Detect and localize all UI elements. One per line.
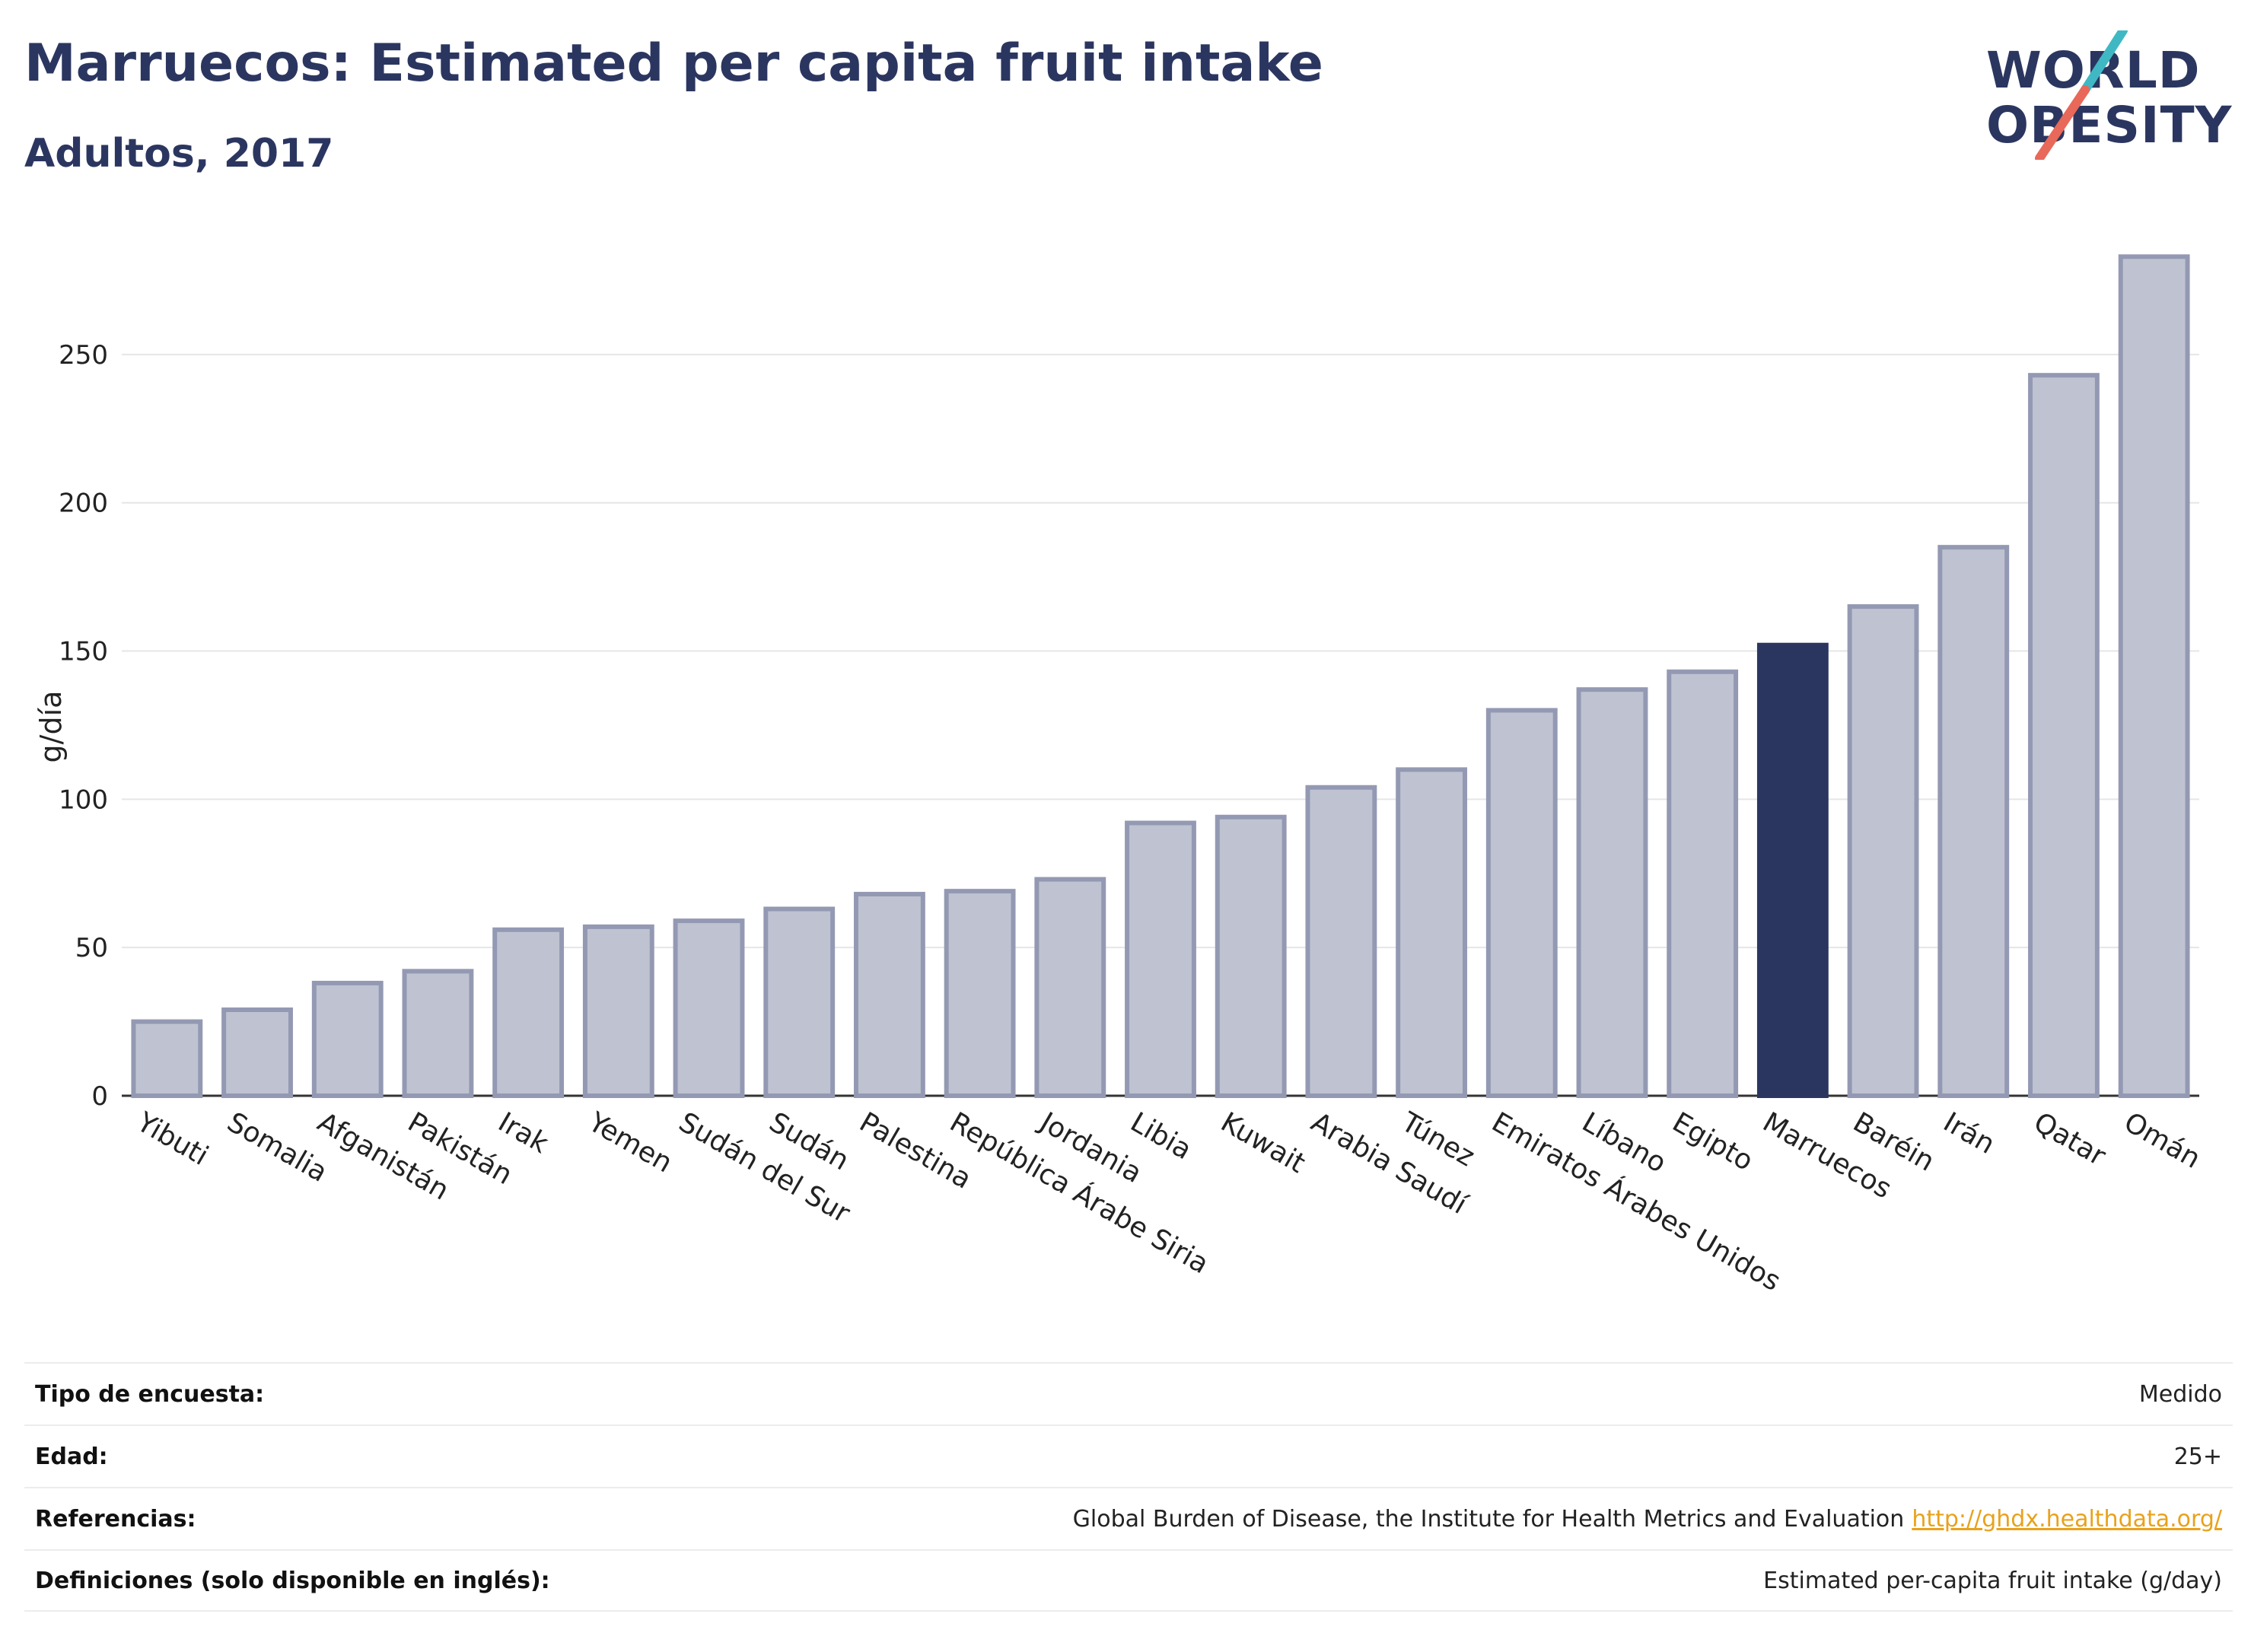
x-tick-label: Irán [1938, 1106, 2000, 1160]
y-tick-label: 50 [75, 933, 108, 963]
bar-sudán-del-sur[interactable] [673, 918, 745, 1098]
y-tick-label: 150 [59, 637, 108, 667]
meta-value: Medido [2138, 1380, 2222, 1408]
bar-irak[interactable] [492, 927, 565, 1098]
reference-link[interactable]: http://ghdx.healthdata.org/ [1912, 1505, 2222, 1533]
bar-jordania[interactable] [1034, 877, 1106, 1098]
bar-yemen[interactable] [582, 924, 654, 1098]
meta-label: Tipo de encuesta: [35, 1380, 265, 1408]
world-obesity-logo[interactable]: WORLD OBESITY [1986, 30, 2237, 160]
meta-row-references: Referencias: Global Burden of Disease, t… [24, 1487, 2233, 1549]
logo-line-2: OBESITY [1986, 96, 2233, 154]
bar-irán[interactable] [1937, 545, 2010, 1098]
bar-baréin[interactable] [1847, 604, 1919, 1098]
y-axis-ticks: 0 50 100 150 200 250 [59, 340, 108, 1112]
bar-arabia-saudí[interactable] [1305, 785, 1377, 1098]
x-tick-label: Irak [493, 1106, 554, 1160]
bar-omán[interactable] [2118, 254, 2190, 1098]
x-tick-label: Qatar [2028, 1106, 2110, 1172]
bar-yibuti[interactable] [131, 1019, 203, 1098]
meta-value-references: Global Burden of Disease, the Institute … [1073, 1506, 2222, 1533]
x-tick-label: Somalia [222, 1106, 333, 1189]
bars [131, 254, 2190, 1099]
y-tick-label: 100 [59, 785, 108, 815]
meta-label: Edad: [35, 1443, 108, 1470]
x-tick-label: Arabia Saudí [1306, 1106, 1473, 1221]
meta-value: Estimated per-capita fruit intake (g/day… [1763, 1567, 2222, 1594]
x-tick-label: Egipto [1667, 1106, 1759, 1177]
bar-kuwait[interactable] [1215, 814, 1287, 1098]
reference-text: Global Burden of Disease, the Institute … [1072, 1505, 1905, 1533]
y-tick-label: 200 [59, 489, 108, 519]
x-tick-label: Kuwait [1215, 1106, 1310, 1179]
bar-libia[interactable] [1125, 820, 1196, 1098]
x-tick-label: Yibuti [131, 1106, 213, 1172]
bar-afganistán[interactable] [311, 980, 384, 1098]
chart-subtitle: Adultos, 2017 [24, 131, 334, 177]
chart-title: Marruecos: Estimated per capita fruit in… [24, 33, 1323, 94]
bar-emiratos-árabes-unidos[interactable] [1485, 708, 1558, 1099]
bar-sudán[interactable] [763, 906, 836, 1098]
x-tick-label: Yemen [582, 1106, 677, 1179]
meta-row-age: Edad: 25+ [24, 1424, 2233, 1487]
meta-label: Referencias: [35, 1505, 196, 1533]
bar-palestina[interactable] [853, 892, 925, 1098]
y-tick-label: 0 [91, 1081, 108, 1112]
metadata-table: Tipo de encuesta: Medido Edad: 25+ Refer… [24, 1362, 2233, 1612]
bar-pakistán[interactable] [402, 969, 474, 1099]
bar-líbano[interactable] [1576, 687, 1648, 1098]
bar-egipto[interactable] [1667, 669, 1739, 1098]
logo-slash-icon [2035, 30, 2128, 160]
bar-marruecos[interactable] [1756, 642, 1829, 1098]
bar-túnez[interactable] [1396, 767, 1468, 1099]
meta-row-definitions: Definiciones (solo disponible en inglés)… [24, 1549, 2233, 1612]
meta-label: Definiciones (solo disponible en inglés)… [35, 1567, 550, 1594]
bar-somalia[interactable] [221, 1007, 293, 1098]
y-tick-label: 250 [59, 340, 108, 371]
meta-value: 25+ [2173, 1443, 2222, 1470]
x-tick-label: Omán [2119, 1106, 2205, 1175]
bar-república-árabe-siria[interactable] [944, 889, 1016, 1098]
y-axis-label: g/día [34, 691, 68, 763]
bar-qatar[interactable] [2028, 373, 2100, 1098]
meta-row-survey-type: Tipo de encuesta: Medido [24, 1362, 2233, 1424]
